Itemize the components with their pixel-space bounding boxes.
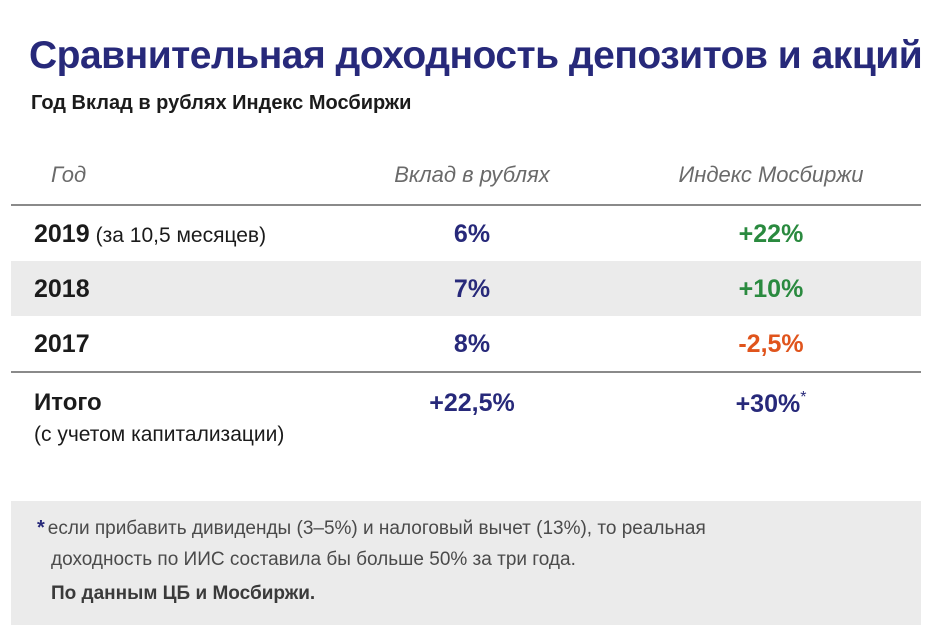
row-deposit: 8% [453, 330, 491, 358]
row-year: 2018 [34, 275, 90, 303]
total-index: +30%* [651, 389, 891, 419]
page-subtitle: Год Вклад в рублях Индекс Мосбиржи [31, 92, 412, 114]
page-title: Сравнительная доходность депозитов и акц… [29, 34, 923, 77]
total-row: Итого (с учетом капитализации) +22,5% +3… [11, 371, 921, 469]
row-year-value: 2019 [34, 220, 90, 248]
table-row: 2018 7% +10% [11, 261, 921, 316]
total-label: Итого [34, 389, 102, 416]
table-row: 2017 8% -2,5% [11, 316, 921, 371]
footnote-text-1: если прибавить дивиденды (3–5%) и налого… [47, 518, 706, 539]
footnote-asterisk: * [37, 517, 45, 539]
yield-table: Год Вклад в рублях Индекс Мосбиржи 2019(… [11, 146, 921, 469]
total-index-value: +30% [735, 390, 801, 418]
row-index: -2,5% [738, 330, 804, 358]
total-index-asterisk: * [800, 389, 807, 406]
footnote-line-2: доходность по ИИС составила бы больше 50… [51, 549, 576, 570]
table-row: 2019 (за 10,5 месяцев) 6% +22% [11, 206, 921, 261]
header-index: Индекс Мосбиржи [678, 162, 864, 187]
table-header-row: Год Вклад в рублях Индекс Мосбиржи [11, 146, 921, 206]
footnote-line-1: * если прибавить дивиденды (3–5%) и налог… [37, 517, 706, 540]
header-year: Год [51, 162, 87, 187]
footnote-source: По данным ЦБ и Мосбиржи. [51, 583, 316, 604]
header-deposit: Вклад в рублях [394, 162, 550, 187]
footnote-box: * если прибавить дивиденды (3–5%) и налог… [11, 501, 921, 625]
row-year: 2017 [34, 330, 90, 358]
row-year-note: (за 10,5 месяцев) [95, 224, 267, 247]
row-year: 2019 (за 10,5 месяцев) [34, 220, 266, 249]
row-deposit: 6% [453, 220, 491, 248]
row-index: +22% [738, 220, 804, 248]
row-deposit: 7% [453, 275, 491, 303]
total-deposit: +22,5% [429, 389, 515, 417]
total-sublabel: (с учетом капитализации) [34, 423, 285, 446]
row-index: +10% [738, 275, 804, 303]
